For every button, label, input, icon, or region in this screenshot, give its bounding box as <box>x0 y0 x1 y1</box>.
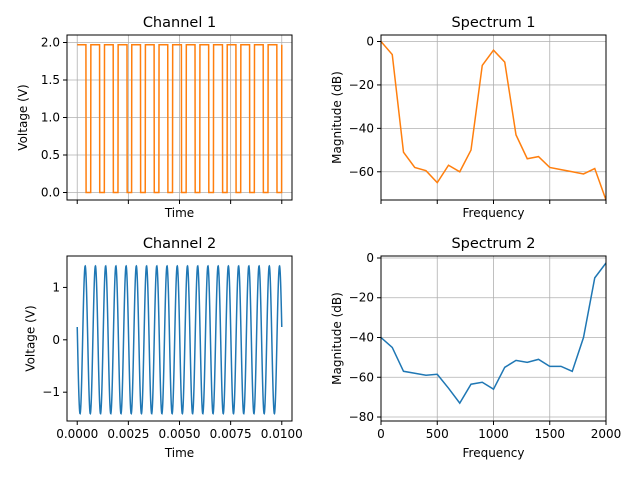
x-tick-label: 0.0050 <box>159 427 201 441</box>
x-tick-label: 0.0000 <box>56 427 98 441</box>
y-tick-label: 0 <box>366 35 374 49</box>
y-tick-label: 0.5 <box>41 148 60 162</box>
sp1-xlabel: Frequency <box>463 206 525 220</box>
x-tick-label: 1500 <box>534 427 565 441</box>
y-tick-label: 0 <box>366 251 374 265</box>
ch1-axes: 0.0 0.5 1.0 1.5 2.0 Channel 1 Time Voltage (V) <box>16 15 293 220</box>
ch2-xlabel: Time <box>164 446 194 460</box>
x-tick-label: 1000 <box>478 427 509 441</box>
ch1-title: Channel 1 <box>143 15 216 31</box>
sp2-xlabel: Frequency <box>463 446 525 460</box>
ch2-series-line <box>76 264 283 415</box>
sp1-series-line <box>381 41 606 200</box>
y-tick-label: 1 <box>52 280 60 294</box>
sp2-title: Spectrum 2 <box>451 236 535 252</box>
y-tick-label: 0.0 <box>41 186 60 200</box>
ch2-axes: 0.0000 0.0025 0.0050 0.0075 0.0100 −1 0 1 Channe… <box>23 236 302 460</box>
ch1-series-line <box>77 44 283 194</box>
x-tick-label: 0.0025 <box>107 427 149 441</box>
y-tick-label: −40 <box>349 331 374 345</box>
x-tick-label: 0.0075 <box>210 427 252 441</box>
y-tick-label: 1.0 <box>41 111 60 125</box>
y-tick-label: 2.0 <box>41 36 60 50</box>
sp2-axes: 0 500 1000 1500 2000 −80 −60 −40 −20 0 Spectrum 2 F… <box>330 236 621 460</box>
y-tick-label: −80 <box>349 410 374 424</box>
sp2-series-line <box>381 262 606 405</box>
y-tick-label: 1.5 <box>41 73 60 87</box>
y-tick-label: −60 <box>349 370 374 384</box>
sp2-ylabel: Magnitude (dB) <box>330 292 344 385</box>
ch1-xlabel: Time <box>164 206 194 220</box>
y-tick-label: −20 <box>349 78 374 92</box>
x-tick-label: 2000 <box>591 427 622 441</box>
y-tick-label: −40 <box>349 121 374 135</box>
y-tick-label: −1 <box>42 385 60 399</box>
sp1-ylabel: Magnitude (dB) <box>330 71 344 164</box>
ch2-ylabel: Voltage (V) <box>23 305 37 371</box>
y-tick-label: −20 <box>349 291 374 305</box>
x-tick-label: 500 <box>426 427 449 441</box>
sp1-title: Spectrum 1 <box>451 15 535 31</box>
ch1-ylabel: Voltage (V) <box>16 84 30 150</box>
y-tick-label: −60 <box>349 165 374 179</box>
x-tick-label: 0.0100 <box>261 427 303 441</box>
y-tick-label: 0 <box>52 333 60 347</box>
x-tick-label: 0 <box>377 427 385 441</box>
sp1-axes: −60 −40 −20 0 Spectrum 1 Frequency Magnitude (… <box>330 15 607 220</box>
ch2-title: Channel 2 <box>143 236 216 252</box>
